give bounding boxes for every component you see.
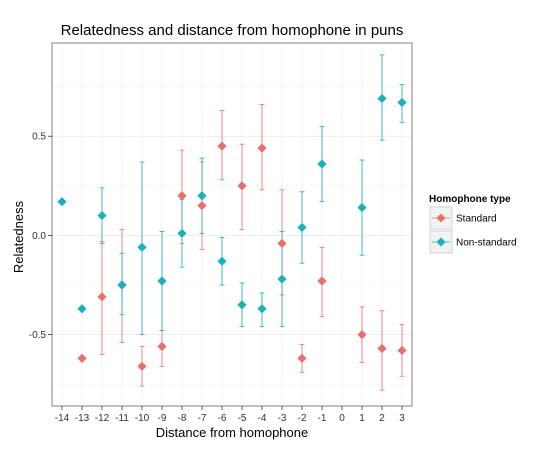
legend-label: Non-standard: [456, 238, 517, 249]
point-non-standard: [377, 93, 387, 104]
point-standard: [177, 191, 187, 201]
x-tick-label: -6: [218, 413, 227, 424]
point-non-standard: [317, 159, 327, 169]
x-tick-label: -7: [198, 413, 207, 424]
x-tick-label: -10: [135, 413, 150, 424]
x-tick-label: -9: [158, 413, 167, 424]
point-non-standard: [177, 228, 187, 239]
y-axis: 0.5 0.0 -0.5: [29, 132, 52, 341]
point-non-standard: [57, 197, 67, 207]
plot-background: [52, 43, 412, 406]
x-tick-label: -2: [298, 413, 307, 424]
point-non-standard: [357, 203, 367, 213]
legend-label: Standard: [456, 214, 497, 225]
x-tick-label: -14: [55, 413, 70, 424]
plot-border: [51, 42, 413, 407]
x-tick-label: -11: [115, 413, 129, 424]
point-standard: [137, 361, 147, 371]
point-standard: [217, 141, 227, 151]
x-tick-label: -4: [258, 413, 267, 424]
point-standard: [197, 201, 207, 211]
point-non-standard: [257, 304, 267, 314]
point-standard: [257, 143, 267, 153]
x-tick-label: 0: [339, 413, 345, 424]
point-standard: [357, 329, 367, 340]
legend-title: Homophone type: [429, 194, 511, 205]
x-tick-label: -13: [75, 413, 90, 424]
point-non-standard: [137, 242, 147, 252]
x-axis-label: Distance from homophone: [156, 425, 308, 440]
point-non-standard: [217, 256, 227, 266]
x-tick-label: -1: [318, 413, 327, 424]
point-standard: [237, 181, 247, 191]
legend-marker: [436, 213, 446, 223]
point-standard: [97, 292, 107, 302]
point-non-standard: [277, 274, 287, 284]
legend-item-non-standard: Non-standard: [429, 230, 517, 254]
x-tick-label: 1: [359, 413, 365, 424]
y-tick-label: 0.0: [32, 231, 46, 242]
point-non-standard: [297, 222, 307, 233]
point-non-standard: [77, 304, 87, 314]
x-axis: -14 -13 -12 -11 -10 -9 -8 -7 -6 -5 -4 -3 -2 -1 0 1 2 3: [55, 406, 405, 424]
point-standard: [297, 353, 307, 363]
point-non-standard: [197, 191, 207, 201]
point-standard: [157, 341, 167, 352]
x-tick-label: -8: [178, 413, 187, 424]
point-non-standard: [97, 210, 107, 221]
plot-panel: [51, 42, 413, 407]
point-standard: [317, 276, 327, 286]
point-standard: [377, 343, 387, 354]
point-non-standard: [117, 280, 127, 290]
point-non-standard: [157, 276, 167, 286]
legend-item-standard: Standard: [429, 206, 497, 230]
point-non-standard: [237, 300, 247, 310]
legend: Homophone type Standard Non-standard: [429, 194, 517, 254]
point-non-standard: [397, 97, 407, 108]
x-tick-label: -12: [95, 413, 110, 424]
x-tick-label: -5: [238, 413, 247, 424]
y-tick-label: 0.5: [32, 132, 46, 143]
point-standard: [277, 238, 287, 248]
x-tick-label: -3: [278, 413, 287, 424]
y-axis-label: Relatedness: [11, 200, 26, 273]
y-tick-label: -0.5: [29, 330, 47, 341]
point-standard: [397, 345, 407, 356]
chart-title: Relatedness and distance from homophone …: [61, 22, 404, 39]
legend-marker: [436, 237, 446, 247]
x-tick-label: 3: [399, 413, 405, 424]
point-standard: [77, 353, 87, 363]
x-tick-label: 2: [379, 413, 385, 424]
data-points: [57, 93, 407, 371]
